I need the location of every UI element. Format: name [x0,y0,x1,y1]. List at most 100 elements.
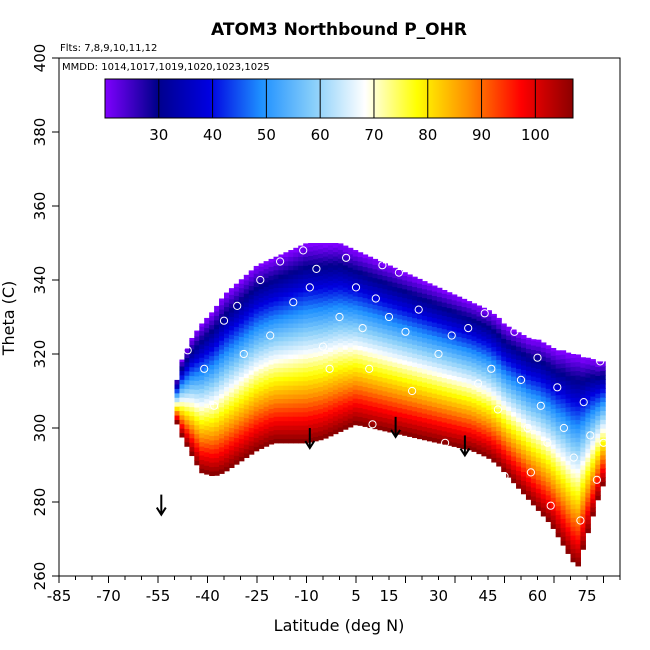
heatmap-cell-1743 [392,321,398,328]
heatmap-cell-2520 [501,356,507,362]
heatmap-cell-1204 [327,395,334,401]
heatmap-cell-2958 [560,491,567,497]
heatmap-cell-481 [243,355,250,361]
heatmap-cell-1956 [422,368,428,374]
observation-point-4 [233,301,242,310]
heatmap-cell-697 [268,315,275,321]
heatmap-cell-3106 [575,463,581,469]
heatmap-cell-1328 [342,415,349,421]
heatmap-cell-3004 [565,491,572,497]
heatmap-cell-900 [293,362,299,368]
heatmap-cell-128 [199,383,205,389]
heatmap-cell-2145 [446,325,453,331]
heatmap-cell-233 [214,395,220,401]
heatmap-cell-2862 [545,348,552,354]
heatmap-cell-2913 [555,496,562,502]
heatmap-cell-184 [209,448,215,454]
heatmap-cell-2075 [436,323,443,329]
heatmap-cell-419 [238,451,245,457]
heatmap-cell-480 [243,359,250,365]
heatmap-cell-2694 [525,388,532,394]
heatmap-cell-1894 [412,317,418,323]
heatmap-cell-1339 [342,366,349,372]
heatmap-cell-1796 [402,421,408,427]
heatmap-cell-1702 [387,334,393,340]
heatmap-cell-786 [278,291,284,297]
heatmap-cell-3107 [575,459,581,465]
heatmap-cell-1669 [382,310,388,316]
heatmap-cell-422 [238,438,245,444]
heatmap-cell-1595 [372,295,379,301]
heatmap-cell-1377 [347,382,354,388]
heatmap-cell-3094 [575,516,581,523]
heatmap-cell-2545 [506,401,512,407]
heatmap-cell-3262 [595,450,601,456]
heatmap-cell-1979 [426,427,433,433]
heatmap-cell-86 [194,424,200,430]
heatmap-cell-335 [224,292,230,294]
heatmap-cell-1927 [417,336,423,342]
heatmap-cell-2013 [431,437,438,443]
heatmap-cell-2083 [436,287,443,293]
heatmap-cell-1223 [327,311,334,317]
heatmap-cell-1700 [387,343,393,349]
heatmap-cell-245 [214,341,220,348]
heatmap-cell-2427 [491,457,497,463]
heatmap-cell-1357 [342,287,349,293]
heatmap-cell-2568 [511,455,517,461]
heatmap-cell-2690 [525,405,532,412]
heatmap-cell-2624 [516,368,522,374]
heatmap-cell-1459 [357,376,364,382]
heatmap-cell-22 [179,379,185,385]
heatmap-cell-105 [194,340,200,346]
observation-point-0 [183,346,192,355]
flight-arrow-2 [390,416,401,439]
heatmap-cell-1233 [327,267,334,273]
heatmap-cell-2861 [545,352,552,358]
heatmap-cell-2786 [540,502,547,508]
heatmap-cell-3213 [585,363,591,369]
heatmap-cell-359 [228,360,235,366]
heatmap-cell-1725 [392,401,398,407]
heatmap-cell-2156 [451,432,458,439]
heatmap-cell-92 [194,398,200,404]
heatmap-cell-612 [258,324,265,330]
heatmap-cell-3143 [580,495,586,501]
heatmap-cell-1456 [357,389,364,395]
heatmap-cell-946 [298,354,304,360]
heatmap-cell-953 [298,322,304,328]
heatmap-cell-593 [258,408,265,414]
heatmap-cell-585 [258,443,265,449]
heatmap-cell-888 [293,416,299,422]
heatmap-cell-387 [233,415,240,421]
heatmap-cell-3225 [590,471,596,477]
heatmap-cell-1813 [402,346,408,352]
heatmap-cell-1220 [327,324,334,330]
heatmap-cell-2422 [486,325,492,331]
heatmap-cell-832 [283,278,289,284]
heatmap-cell-893 [293,393,299,399]
heatmap-cell-2925 [555,443,562,449]
heatmap-cell-2918 [555,474,562,480]
heatmap-cell-1142 [318,279,324,285]
heatmap-cell-2736 [530,371,537,377]
heatmap-cell-2143 [446,334,453,340]
heatmap-cell-3170 [580,376,586,382]
heatmap-cell-892 [293,398,299,404]
heatmap-cell-3157 [580,433,586,439]
heatmap-cell-2361 [481,442,487,448]
heatmap-cell-823 [283,318,289,324]
heatmap-cell-2350 [476,338,482,344]
heatmap-cell-931 [298,420,304,426]
heatmap-cell-1324 [337,244,344,250]
heatmap-cell-1707 [387,312,393,318]
heatmap-cell-3295 [600,432,606,438]
heatmap-cell-1726 [392,397,398,403]
heatmap-cell-2400 [486,422,492,428]
heatmap-cell-2481 [496,372,502,378]
heatmap-cell-950 [298,336,304,342]
heatmap-cell-3257 [595,473,601,479]
heatmap-cell-1366 [342,247,349,253]
heatmap-cell-1327 [342,420,349,426]
heatmap-cell-2521 [501,351,507,357]
